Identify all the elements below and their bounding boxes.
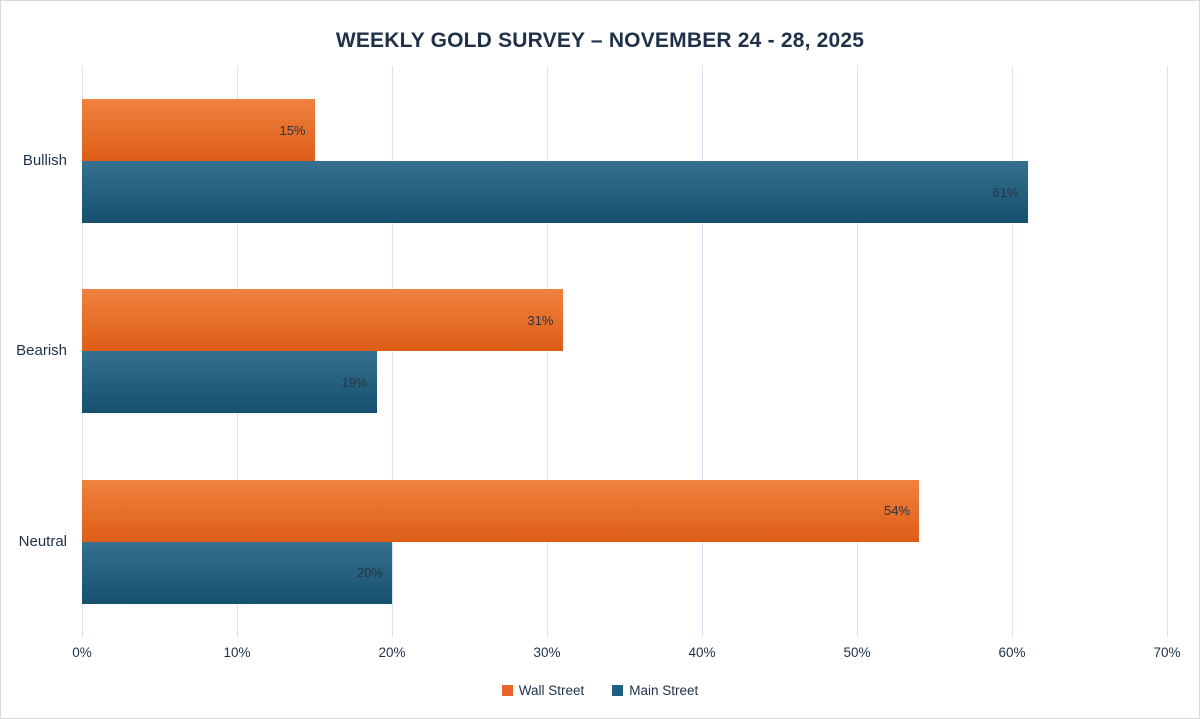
category-label-neutral: Neutral [18,532,67,550]
legend-item-wall-street: Wall Street [501,683,585,698]
gridline-50- [857,66,858,637]
category-row-bearish: Bearish 31% 19% [16,256,1167,446]
bar-rows: Bullish 15% 61% Bearish 31% 19% Neutral 54% 20% [16,66,1167,637]
bar-value-wall-street-bullish: 15% [279,122,306,138]
bar-value-wall-street-bearish: 31% [527,312,554,328]
bar-group-neutral: 54% 20% [82,479,1167,604]
bar-group-bearish: 31% 19% [82,289,1167,414]
plot-area: Bullish 15% 61% Bearish 31% 19% Neutral 54% 20% [16,66,1168,637]
bar-main-street-bullish: 61% [82,161,1028,224]
legend-swatch-wall-street [501,685,513,696]
gridline-70- [1167,66,1168,637]
legend-label-wall-street: Wall Street [518,683,585,698]
x-tick-60-: 60% [998,645,1026,660]
bar-wall-street-neutral: 54% [82,479,919,542]
category-row-bullish: Bullish 15% 61% [23,66,1167,256]
bar-value-wall-street-neutral: 54% [883,503,910,519]
category-label-bullish: Bullish [22,151,67,169]
x-tick-20-: 20% [378,645,406,660]
legend: Wall Street Main Street [1,683,1199,698]
legend-swatch-main-street [612,685,624,696]
bar-value-main-street-bullish: 61% [992,184,1019,200]
category-row-neutral: Neutral 54% 20% [19,447,1167,637]
bar-wall-street-bearish: 31% [82,289,563,352]
x-tick-50-: 50% [843,645,871,660]
gridline-40- [702,66,703,637]
gridline-30- [547,66,548,637]
legend-item-main-street: Main Street [612,683,698,698]
bar-main-street-bearish: 19% [82,351,377,414]
bar-group-bullish: 15% 61% [82,99,1167,224]
x-tick-10-: 10% [223,645,251,660]
bar-value-main-street-neutral: 20% [356,565,383,581]
x-tick-30-: 30% [533,645,561,660]
legend-label-main-street: Main Street [629,683,699,698]
x-axis: 0% 10% 20% 30% 40% 50% 60% 70% [72,645,1180,663]
bar-value-main-street-bearish: 19% [341,374,368,390]
x-tick-70-: 70% [1153,645,1181,660]
bar-main-street-neutral: 20% [82,541,392,604]
category-label-bearish: Bearish [16,342,67,360]
chart-title: WEEKLY GOLD SURVEY – NOVEMBER 24 - 28, 2… [335,29,865,52]
gridline-20- [392,66,393,637]
x-tick-0-: 0% [72,645,92,660]
x-tick-40-: 40% [688,645,716,660]
bar-wall-street-bullish: 15% [82,99,315,162]
gridline-60- [1012,66,1013,637]
